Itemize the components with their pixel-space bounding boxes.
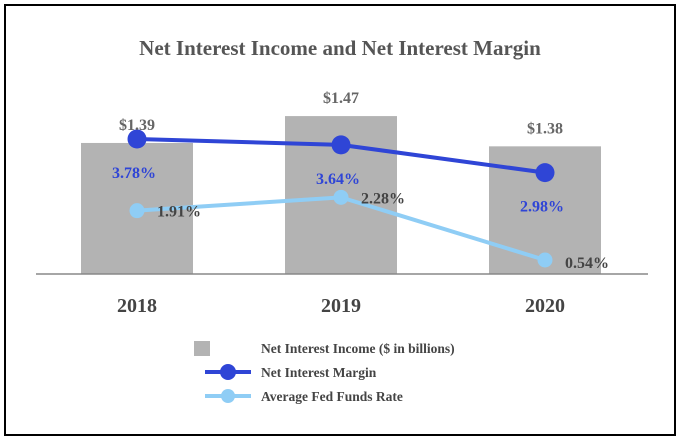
nim-value-label: 2.98%	[520, 199, 564, 216]
chart: Net Interest Income and Net Interest Mar…	[36, 36, 648, 404]
category-label: 2019	[321, 295, 361, 317]
fed-funds-point	[333, 189, 349, 205]
nim-point	[127, 129, 147, 149]
bar-value-label: $1.47	[323, 90, 359, 107]
nim-value-label: 3.64%	[316, 171, 360, 188]
legend-bar-swatch	[194, 341, 210, 356]
nim-point	[535, 163, 555, 183]
fed-funds-value-label: 0.54%	[565, 255, 609, 272]
bar-value-label: $1.38	[527, 120, 563, 137]
legend-label: Average Fed Funds Rate	[261, 389, 403, 404]
lines-layer	[127, 129, 555, 268]
category-label: 2020	[525, 295, 565, 317]
chart-frame: Net Interest Income and Net Interest Mar…	[4, 4, 676, 436]
legend-marker	[221, 389, 235, 403]
bar-value-label: $1.39	[119, 117, 155, 134]
fed-funds-point	[537, 252, 553, 268]
legend: Net Interest Income ($ in billions) Net I…	[194, 341, 455, 404]
nim-point	[331, 135, 351, 155]
nim-value-label: 3.78%	[112, 165, 156, 182]
legend-marker	[220, 364, 236, 380]
fed-funds-value-label: 2.28%	[361, 190, 405, 207]
labels-layer: $1.39 $1.47 $1.38 2018 2019 2020 3.78% 3.64% 2.9…	[112, 90, 609, 317]
legend-label: Net Interest Margin	[261, 365, 377, 380]
category-label: 2018	[117, 295, 157, 317]
legend-label: Net Interest Income ($ in billions)	[261, 341, 455, 356]
fed-funds-value-label: 1.91%	[157, 204, 201, 221]
chart-title: Net Interest Income and Net Interest Mar…	[139, 36, 541, 60]
fed-funds-point	[129, 203, 145, 219]
